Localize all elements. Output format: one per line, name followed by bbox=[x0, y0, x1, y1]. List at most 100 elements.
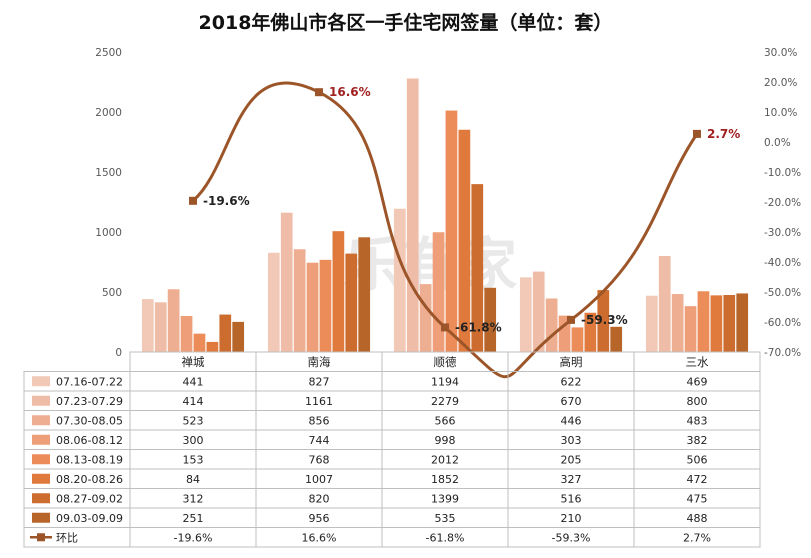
x-tick-label: 禅城 bbox=[182, 355, 205, 369]
table-cell: 414 bbox=[183, 395, 204, 408]
legend-swatch bbox=[32, 434, 50, 445]
bar bbox=[610, 326, 623, 352]
bar bbox=[519, 277, 532, 352]
bar bbox=[358, 237, 371, 352]
table-cell: 472 bbox=[687, 473, 708, 486]
bar bbox=[736, 293, 749, 352]
line-marker bbox=[315, 88, 323, 97]
bar bbox=[319, 259, 332, 352]
x-tick-label: 高明 bbox=[560, 355, 583, 369]
bar bbox=[406, 78, 419, 353]
bar bbox=[532, 271, 545, 352]
table-cell: 153 bbox=[183, 453, 204, 466]
legend-label: 08.20-08.26 bbox=[56, 473, 123, 486]
y-right-tick-label: -30.0% bbox=[764, 227, 801, 239]
bar bbox=[219, 314, 232, 352]
line-data-label: -59.3% bbox=[581, 313, 628, 327]
bar bbox=[645, 295, 658, 352]
bar bbox=[545, 298, 558, 352]
line-data-label: 2.7% bbox=[707, 127, 740, 141]
y-right-tick-label: -40.0% bbox=[764, 257, 801, 269]
bar bbox=[684, 306, 697, 352]
bar bbox=[345, 253, 358, 352]
table-cell: 205 bbox=[561, 453, 582, 466]
legend-label: 09.03-09.09 bbox=[56, 512, 123, 525]
legend-label: 环比 bbox=[56, 531, 78, 544]
y-right-tick-label: 0.0% bbox=[764, 137, 791, 149]
line-marker bbox=[189, 196, 197, 205]
table-cell: 566 bbox=[435, 414, 456, 427]
y-left-tick-label: 1500 bbox=[95, 167, 122, 179]
line-marker bbox=[693, 129, 701, 138]
line-series-path bbox=[192, 81, 699, 379]
legend-swatch bbox=[32, 493, 50, 504]
table-cell: 1161 bbox=[305, 395, 333, 408]
y-left-tick-label: 1000 bbox=[95, 227, 122, 239]
table-cell: 303 bbox=[561, 434, 582, 447]
y-right-tick-label: 30.0% bbox=[764, 47, 797, 59]
legend-line-marker bbox=[37, 533, 45, 542]
table-cell: 2.7% bbox=[683, 531, 711, 544]
table-cell: 744 bbox=[309, 434, 330, 447]
bar bbox=[393, 208, 406, 352]
table-cell: 382 bbox=[687, 434, 708, 447]
table-cell: 488 bbox=[687, 512, 708, 525]
table-cell: 800 bbox=[687, 395, 708, 408]
bar bbox=[584, 312, 597, 352]
table-cell: 670 bbox=[561, 395, 582, 408]
table-cell: 2012 bbox=[431, 453, 459, 466]
bar bbox=[723, 295, 736, 352]
y-right-tick-label: 20.0% bbox=[764, 77, 797, 89]
bar bbox=[571, 327, 584, 352]
table-cell: 1194 bbox=[431, 375, 459, 388]
table-cell: 2279 bbox=[431, 395, 459, 408]
table-cell: 300 bbox=[183, 434, 204, 447]
bar bbox=[697, 291, 710, 352]
bar bbox=[671, 294, 684, 352]
bar bbox=[167, 289, 180, 352]
line-marker bbox=[567, 315, 575, 324]
table-cell: 523 bbox=[183, 414, 204, 427]
bar bbox=[267, 252, 280, 352]
legend-swatch bbox=[32, 415, 50, 426]
bar bbox=[293, 249, 306, 352]
table-cell: 1007 bbox=[305, 473, 333, 486]
table-cell: 312 bbox=[183, 492, 204, 505]
bar bbox=[558, 315, 571, 352]
bar bbox=[232, 321, 245, 352]
table-cell: 768 bbox=[309, 453, 330, 466]
table-cell: -61.8% bbox=[426, 531, 465, 544]
bar bbox=[484, 287, 497, 352]
table-cell: 251 bbox=[183, 512, 204, 525]
x-tick-label: 三水 bbox=[686, 355, 709, 369]
table-cell: 506 bbox=[687, 453, 708, 466]
y-left-tick-label: 500 bbox=[102, 287, 122, 299]
table-cell: 475 bbox=[687, 492, 708, 505]
table-cell: 1399 bbox=[431, 492, 459, 505]
legend-label: 08.06-08.12 bbox=[56, 434, 123, 447]
legend-swatch bbox=[32, 473, 50, 484]
y-right-tick-label: -50.0% bbox=[764, 287, 801, 299]
y-right-tick-label: 10.0% bbox=[764, 107, 797, 119]
table-cell: 441 bbox=[183, 375, 204, 388]
line-marker bbox=[441, 323, 449, 332]
legend-swatch bbox=[32, 512, 50, 523]
legend-label: 08.27-09.02 bbox=[56, 492, 123, 505]
bar bbox=[658, 256, 671, 352]
y-right-tick-label: -60.0% bbox=[764, 317, 801, 329]
table-cell: 998 bbox=[435, 434, 456, 447]
bar bbox=[445, 110, 458, 352]
legend-label: 07.30-08.05 bbox=[56, 414, 123, 427]
table-cell: 84 bbox=[186, 473, 200, 486]
y-left-tick-label: 2500 bbox=[95, 47, 122, 59]
table-cell: 827 bbox=[309, 375, 330, 388]
bar bbox=[432, 232, 445, 352]
bar bbox=[206, 341, 219, 352]
y-right-tick-label: -20.0% bbox=[764, 197, 801, 209]
bar bbox=[306, 262, 319, 352]
table-cell: 327 bbox=[561, 473, 582, 486]
line-data-label: 16.6% bbox=[329, 85, 371, 99]
legend-swatch bbox=[32, 395, 50, 406]
x-tick-label: 南海 bbox=[308, 355, 331, 369]
